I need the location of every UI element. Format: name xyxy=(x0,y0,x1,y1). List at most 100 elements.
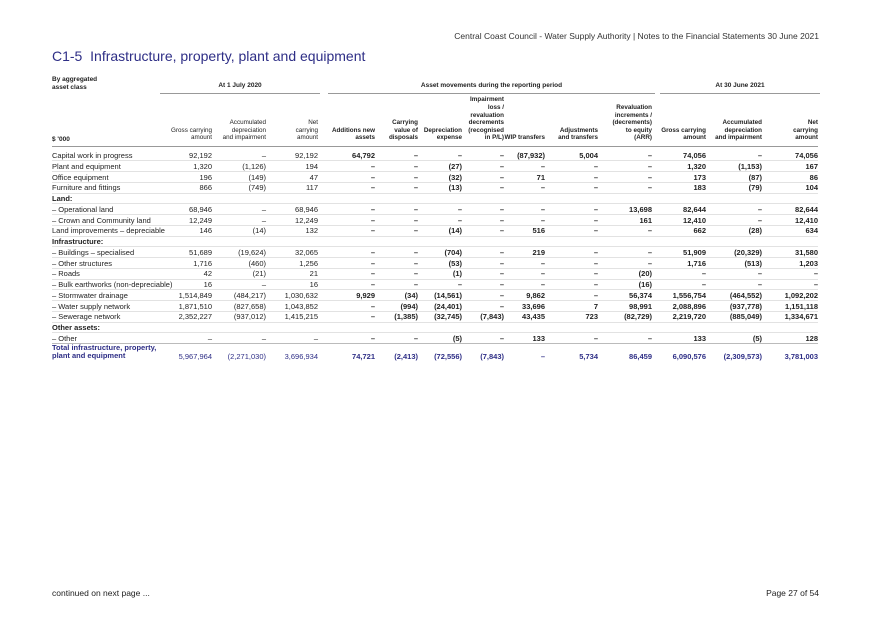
cell: – xyxy=(593,183,598,193)
cell: – xyxy=(413,226,418,236)
column-header-line: WIP transfers xyxy=(504,134,545,142)
cell: – xyxy=(757,204,762,214)
cell: 16 xyxy=(309,280,318,289)
cell: – xyxy=(457,215,462,225)
cell: – xyxy=(413,215,418,225)
cell: – xyxy=(499,290,504,300)
cell: 12,410 xyxy=(683,215,706,225)
cell: (937,012) xyxy=(233,312,266,322)
cell: – xyxy=(593,269,598,279)
group-header: At 30 June 2021 xyxy=(715,82,765,89)
cell: – xyxy=(370,161,375,171)
cell: (34) xyxy=(404,290,418,300)
cell: – xyxy=(757,280,762,289)
column-header: Adjustments and transfers xyxy=(558,127,598,142)
cell: – xyxy=(499,226,504,236)
row-rule xyxy=(52,160,818,162)
cell: 68,946 xyxy=(295,204,318,214)
cell: – xyxy=(261,280,266,289)
cell: – xyxy=(593,258,598,268)
cell: 68,946 xyxy=(189,204,212,214)
cell: 194 xyxy=(305,161,318,171)
cell: (32,745) xyxy=(434,312,462,322)
cell: – xyxy=(499,161,504,171)
cell: 2,219,720 xyxy=(672,312,706,322)
cell: – xyxy=(593,215,598,225)
cell: 51,909 xyxy=(683,247,706,257)
cell: – xyxy=(370,333,375,343)
cell: 92,192 xyxy=(189,151,212,160)
column-header-line: (recognised xyxy=(468,126,504,134)
column-header-line: to equity xyxy=(625,126,652,134)
cell: (1,385) xyxy=(394,312,418,322)
cell: 47 xyxy=(309,172,318,182)
cell: 183 xyxy=(693,183,706,193)
cell: (704) xyxy=(444,247,462,257)
cell: – xyxy=(261,215,266,225)
running-header: Central Coast Council - Water Supply Aut… xyxy=(454,31,819,41)
column-header-line: value of xyxy=(394,126,418,134)
group-rule xyxy=(660,93,820,94)
row-label: – Stormwater drainage xyxy=(52,290,128,300)
cell: – xyxy=(370,269,375,279)
cell: – xyxy=(593,280,598,289)
row-rule xyxy=(52,289,818,291)
cell: (2,309,573) xyxy=(723,352,762,361)
cell: – xyxy=(413,204,418,214)
cell: (13) xyxy=(448,183,462,193)
cell: – xyxy=(647,333,652,343)
cell: 32,065 xyxy=(295,247,318,257)
row-rule xyxy=(52,278,818,280)
cell: (27) xyxy=(448,161,462,171)
row-label: – Sewerage network xyxy=(52,312,121,322)
row-rule xyxy=(52,321,818,323)
row-rule xyxy=(52,257,818,258)
cell: (14) xyxy=(448,226,462,236)
cell: – xyxy=(261,204,266,214)
cell: 16 xyxy=(203,280,212,289)
row-rule xyxy=(52,300,818,301)
cell: 82,644 xyxy=(683,204,706,214)
cell: – xyxy=(593,226,598,236)
column-header-line: in P/L) xyxy=(484,134,504,142)
row-rule xyxy=(52,224,818,226)
cell: (20) xyxy=(638,269,652,279)
cell: (2,271,030) xyxy=(227,352,266,361)
cell: (7,843) xyxy=(480,352,504,361)
column-header: Depreciation expense xyxy=(424,127,462,142)
cell: – xyxy=(499,280,504,289)
cell: 12,249 xyxy=(295,215,318,225)
cell: – xyxy=(499,258,504,268)
cell: 9,929 xyxy=(356,290,375,300)
row-label: Land improvements – depreciable xyxy=(52,226,165,236)
cell: – xyxy=(540,161,545,171)
cell: – xyxy=(813,280,818,289)
cell: 1,092,202 xyxy=(784,290,818,300)
row-rule xyxy=(52,246,818,248)
column-header: Additions new assets xyxy=(332,127,375,142)
cell: – xyxy=(540,269,545,279)
cell: – xyxy=(261,333,266,343)
cell: (28) xyxy=(748,226,762,236)
column-header-line: Adjustments xyxy=(559,126,598,134)
cell: 1,030,632 xyxy=(284,290,318,300)
cell: – xyxy=(757,215,762,225)
column-header-line: and transfers xyxy=(558,134,598,142)
row-label: Infrastructure: xyxy=(52,237,104,246)
cell: 1,320 xyxy=(687,161,706,171)
class-label: By aggregated asset class xyxy=(52,76,97,91)
column-header-line: and impairment xyxy=(715,134,762,142)
column-header: Impairment loss / revaluation decrements (re… xyxy=(468,96,504,142)
row-rule xyxy=(52,267,818,269)
cell: – xyxy=(757,151,762,160)
cell: – xyxy=(499,204,504,214)
cell: – xyxy=(499,151,504,160)
cell: (7,843) xyxy=(480,312,504,322)
cell: 92,192 xyxy=(295,151,318,160)
cell: 7 xyxy=(593,301,598,311)
cell: 13,698 xyxy=(629,204,652,214)
column-header-line: Net xyxy=(807,119,818,127)
column-header-line: Net xyxy=(308,119,318,127)
cell: – xyxy=(647,151,652,160)
cell: – xyxy=(313,333,318,343)
